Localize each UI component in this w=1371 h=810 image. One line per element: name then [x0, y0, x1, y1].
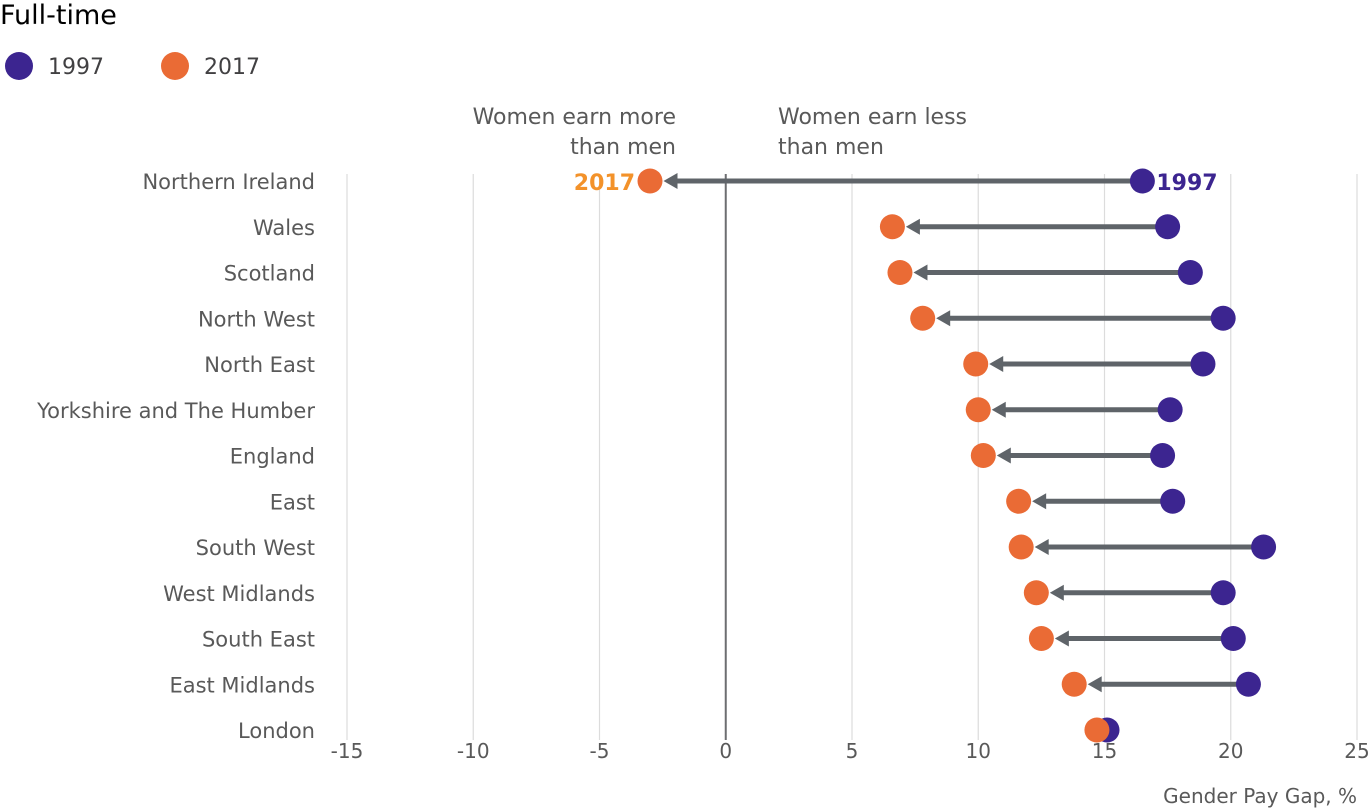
plot-rows: Northern Ireland Wales Scotland North West N…	[36, 168, 1277, 743]
point-2017	[887, 260, 913, 285]
point-2017	[879, 214, 905, 240]
change-arrow-head	[996, 447, 1011, 464]
x-axis-title: Gender Pay Gap, %	[1163, 784, 1357, 808]
legend-label-2017: 2017	[204, 55, 260, 80]
point-2017	[1006, 488, 1032, 514]
table-row: North West	[198, 305, 1236, 331]
point-2017	[1028, 626, 1054, 651]
category-label: East Midlands	[169, 673, 315, 697]
table-row: South West	[196, 534, 1277, 560]
change-arrow-head	[1054, 630, 1069, 647]
table-row: North East	[204, 351, 1216, 377]
change-arrow-head	[1032, 493, 1047, 510]
x-tick-label: -10	[457, 739, 490, 763]
table-row: East	[270, 488, 1186, 514]
category-label: Northern Ireland	[142, 170, 315, 194]
gridlines	[346, 174, 1358, 740]
x-tick-label: 15	[1092, 739, 1117, 763]
x-tick-label: 10	[966, 739, 991, 763]
legend-marker-1997	[5, 52, 33, 80]
annotation-women-earn-more: Women earn more than men	[473, 105, 676, 160]
point-2017	[963, 351, 989, 377]
point-1997	[1210, 305, 1236, 331]
category-label: England	[230, 445, 315, 469]
legend-marker-2017	[161, 52, 189, 80]
category-label: North West	[198, 307, 315, 331]
change-arrow-head	[1034, 539, 1049, 555]
point-1997	[1150, 443, 1176, 468]
annotation-more-line-1: Women earn more	[473, 105, 676, 130]
table-row: East Midlands	[169, 671, 1261, 697]
point-1997	[1190, 351, 1216, 377]
point-2017	[965, 397, 991, 423]
table-row: South East	[202, 626, 1246, 652]
table-row: Yorkshire and The Humber	[36, 397, 1183, 423]
x-tick-label: -5	[590, 739, 610, 763]
table-row: West Midlands	[163, 580, 1236, 606]
change-arrow-head	[936, 310, 951, 327]
change-arrow-head	[913, 264, 928, 281]
category-label: Wales	[253, 216, 315, 240]
change-arrow-head	[991, 401, 1006, 418]
category-label: East	[270, 490, 315, 514]
x-tick-label: 20	[1218, 739, 1243, 763]
change-arrow-head	[905, 218, 920, 235]
change-arrow-head	[1087, 676, 1102, 693]
point-2017	[637, 168, 663, 194]
point-2017	[1008, 534, 1034, 560]
point-1997	[1220, 626, 1246, 651]
chart-title: Full-time	[0, 0, 117, 31]
category-label: West Midlands	[163, 582, 315, 606]
annotation-less-line-2: than men	[778, 135, 884, 160]
change-arrow-head	[1049, 584, 1064, 601]
table-row: England	[230, 443, 1176, 469]
point-2017	[970, 443, 996, 468]
end-label-1997: 1997	[1156, 171, 1217, 196]
point-2017	[1061, 671, 1087, 697]
table-row: London	[238, 717, 1120, 743]
point-1997	[1157, 397, 1183, 423]
point-2017	[1084, 717, 1110, 743]
change-arrow-head	[663, 173, 678, 189]
x-axis-ticks: -15 -10 -5 0 5 10 15 20 25	[331, 739, 1370, 763]
end-label-2017: 2017	[574, 171, 635, 196]
point-2017	[910, 305, 936, 331]
x-tick-label: 5	[846, 739, 859, 763]
legend-label-1997: 1997	[48, 55, 104, 80]
category-label: Scotland	[224, 262, 315, 286]
point-1997	[1177, 260, 1203, 285]
table-row: Northern Ireland	[142, 168, 1155, 194]
point-2017	[1023, 580, 1049, 606]
x-tick-label: 25	[1344, 739, 1369, 763]
point-1997	[1129, 168, 1155, 194]
point-1997	[1155, 214, 1181, 240]
category-label: South West	[196, 536, 315, 560]
point-1997	[1235, 671, 1261, 697]
point-1997	[1210, 580, 1236, 606]
change-arrow-head	[989, 356, 1004, 372]
category-label: North East	[204, 353, 315, 377]
x-tick-label: 0	[719, 739, 732, 763]
category-label: South East	[202, 628, 315, 652]
table-row: Wales	[253, 214, 1181, 240]
annotation-more-line-2: than men	[570, 135, 676, 160]
annotation-less-line-1: Women earn less	[778, 105, 967, 130]
category-label: London	[238, 719, 315, 743]
table-row: Scotland	[224, 260, 1203, 286]
x-tick-label: -15	[331, 739, 364, 763]
point-1997	[1251, 534, 1277, 560]
category-label: Yorkshire and The Humber	[36, 399, 315, 423]
point-1997	[1160, 488, 1186, 514]
annotation-women-earn-less: Women earn less than men	[778, 105, 967, 160]
legend: 1997 2017	[5, 52, 260, 80]
